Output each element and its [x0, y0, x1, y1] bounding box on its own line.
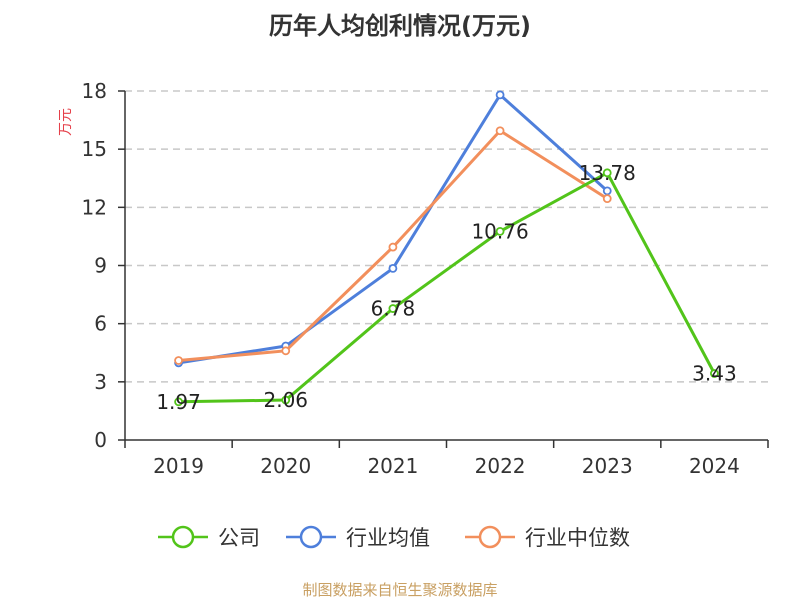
y-tick-label: 3 — [94, 370, 107, 394]
data-point — [495, 226, 505, 236]
legend-label: 行业中位数 — [525, 526, 630, 550]
source-note: 制图数据来自恒生聚源数据库 — [302, 581, 497, 599]
legend-marker — [171, 525, 195, 549]
data-label: 10.76 — [471, 219, 528, 243]
data-label: 2.06 — [263, 388, 308, 412]
data-point — [710, 369, 719, 378]
y-axis-label: 万元 — [58, 108, 74, 136]
series-line-0 — [178, 171, 716, 404]
data-point — [281, 346, 291, 356]
data-labels: 1.97 2.06 6.78 10.76 13.78 3.43 — [156, 161, 736, 414]
y-tick-label: 0 — [94, 428, 107, 452]
legend-label: 公司 — [218, 526, 260, 550]
chart-title: 历年人均创利情况(万元) — [269, 12, 531, 40]
x-tick-label: 2020 — [260, 454, 311, 478]
y-tick-label: 15 — [82, 137, 107, 161]
data-label: 6.78 — [371, 297, 416, 321]
y-tick-label: 6 — [94, 312, 107, 336]
data-point — [174, 356, 183, 365]
x-axis: 2019 2020 2021 2022 2023 2024 — [124, 439, 769, 478]
y-tick-label: 18 — [82, 79, 107, 103]
x-tick-label: 2019 — [153, 454, 204, 478]
grid-lines — [125, 90, 768, 383]
legend-marker — [299, 525, 323, 549]
legend: 公司 行业均值 行业中位数 — [158, 525, 630, 550]
x-tick-label: 2023 — [582, 454, 633, 478]
data-point — [602, 194, 612, 204]
data-point — [602, 186, 612, 196]
data-point — [495, 90, 505, 100]
x-tick-label: 2021 — [367, 454, 418, 478]
y-tick-label: 12 — [82, 195, 107, 219]
series-line-1 — [178, 93, 609, 365]
y-axis-ticks: 0 3 6 9 12 15 18 — [82, 79, 126, 452]
y-tick-label: 9 — [94, 254, 107, 278]
data-point — [388, 242, 398, 252]
data-point — [174, 397, 183, 407]
data-point — [388, 264, 398, 273]
data-point — [388, 304, 398, 313]
x-tick-label: 2022 — [475, 454, 526, 478]
legend-marker — [478, 525, 502, 549]
data-label: 3.43 — [692, 361, 737, 385]
data-point — [495, 126, 505, 136]
data-point — [602, 168, 612, 178]
data-label: 13.78 — [579, 161, 636, 185]
legend-label: 行业均值 — [346, 526, 430, 550]
x-tick-label: 2024 — [689, 454, 740, 478]
data-point — [281, 395, 291, 405]
series-lines — [174, 90, 719, 407]
data-label: 1.97 — [156, 390, 201, 414]
